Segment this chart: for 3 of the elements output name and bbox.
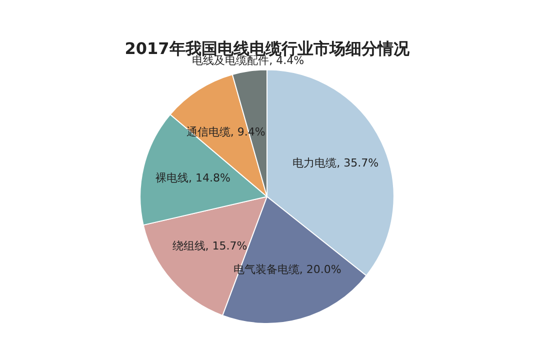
slice-label: 电力电缆, 35.7%	[292, 156, 379, 170]
slice-label: 裸电线, 14.8%	[156, 171, 230, 184]
slice-label: 绕组线, 15.7%	[172, 240, 248, 253]
